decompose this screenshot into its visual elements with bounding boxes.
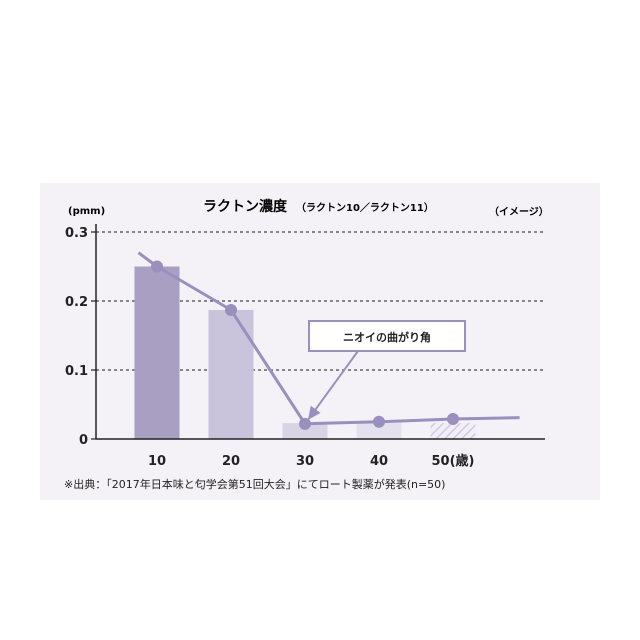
chart-note: （イメージ） <box>489 205 549 218</box>
y-tick-label: 0.2 <box>65 295 88 310</box>
bar-40 <box>356 423 402 439</box>
source-note: ※出典：「2017年日本味と匂学会第51回大会」にてロート製薬が発表(n=50) <box>64 477 445 491</box>
x-tick-label: 10 <box>148 454 166 469</box>
x-tick-label: 50(歳) <box>432 453 475 469</box>
x-tick-label: 30 <box>296 454 314 469</box>
x-tick-label: 40 <box>370 454 388 469</box>
x-ticks: 10 20 30 40 50(歳) <box>148 453 475 469</box>
line-point <box>373 415 385 428</box>
x-tick-label: 20 <box>222 454 240 469</box>
chart-subtitle: （ラクトン10／ラクトン11） <box>296 201 434 214</box>
chart-title: ラクトン濃度 <box>203 198 288 215</box>
y-tick-label: 0.1 <box>65 364 88 379</box>
bar-50 <box>430 423 476 439</box>
bar-10 <box>134 266 180 439</box>
line-point <box>151 260 163 273</box>
bar-20 <box>208 309 254 439</box>
y-ticks: 0 0.1 0.2 0.3 <box>65 226 96 448</box>
line-point <box>447 412 459 425</box>
bar-30 <box>282 423 328 439</box>
annotation-arrowhead <box>308 405 321 420</box>
y-axis-unit: (pmm) <box>68 206 105 217</box>
annotation: ニオイの曲がり角 <box>307 320 466 421</box>
annotation-box <box>308 320 466 352</box>
line-point <box>225 303 237 316</box>
annotation-label: ニオイの曲がり角 <box>343 330 431 344</box>
y-tick-label: 0 <box>79 433 88 448</box>
bars <box>134 266 476 439</box>
y-tick-label: 0.3 <box>65 226 88 241</box>
line-series <box>137 251 520 430</box>
line-point <box>299 417 311 430</box>
annotation-arrow <box>307 350 359 421</box>
